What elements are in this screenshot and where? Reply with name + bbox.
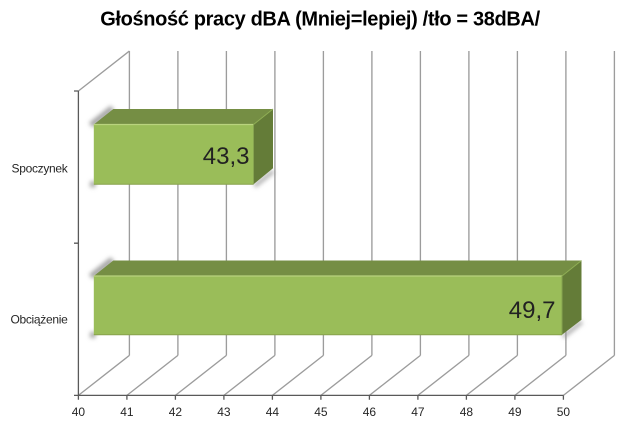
- svg-text:43,3: 43,3: [203, 143, 250, 170]
- svg-text:43: 43: [217, 405, 231, 419]
- svg-text:41: 41: [120, 405, 134, 419]
- svg-text:50: 50: [557, 405, 571, 419]
- svg-text:45: 45: [314, 405, 328, 419]
- svg-text:Spoczynek: Spoczynek: [12, 162, 69, 176]
- svg-text:49,7: 49,7: [509, 297, 556, 324]
- svg-text:48: 48: [460, 405, 474, 419]
- svg-text:44: 44: [266, 405, 280, 419]
- svg-text:47: 47: [411, 405, 425, 419]
- svg-text:42: 42: [169, 405, 183, 419]
- svg-text:49: 49: [508, 405, 522, 419]
- svg-text:46: 46: [363, 405, 377, 419]
- svg-text:Obciążenie: Obciążenie: [10, 313, 68, 327]
- svg-text:40: 40: [72, 405, 86, 419]
- svg-text:Głośność pracy dBA (Mniej=lepi: Głośność pracy dBA (Mniej=lepiej) /tło =…: [100, 9, 540, 31]
